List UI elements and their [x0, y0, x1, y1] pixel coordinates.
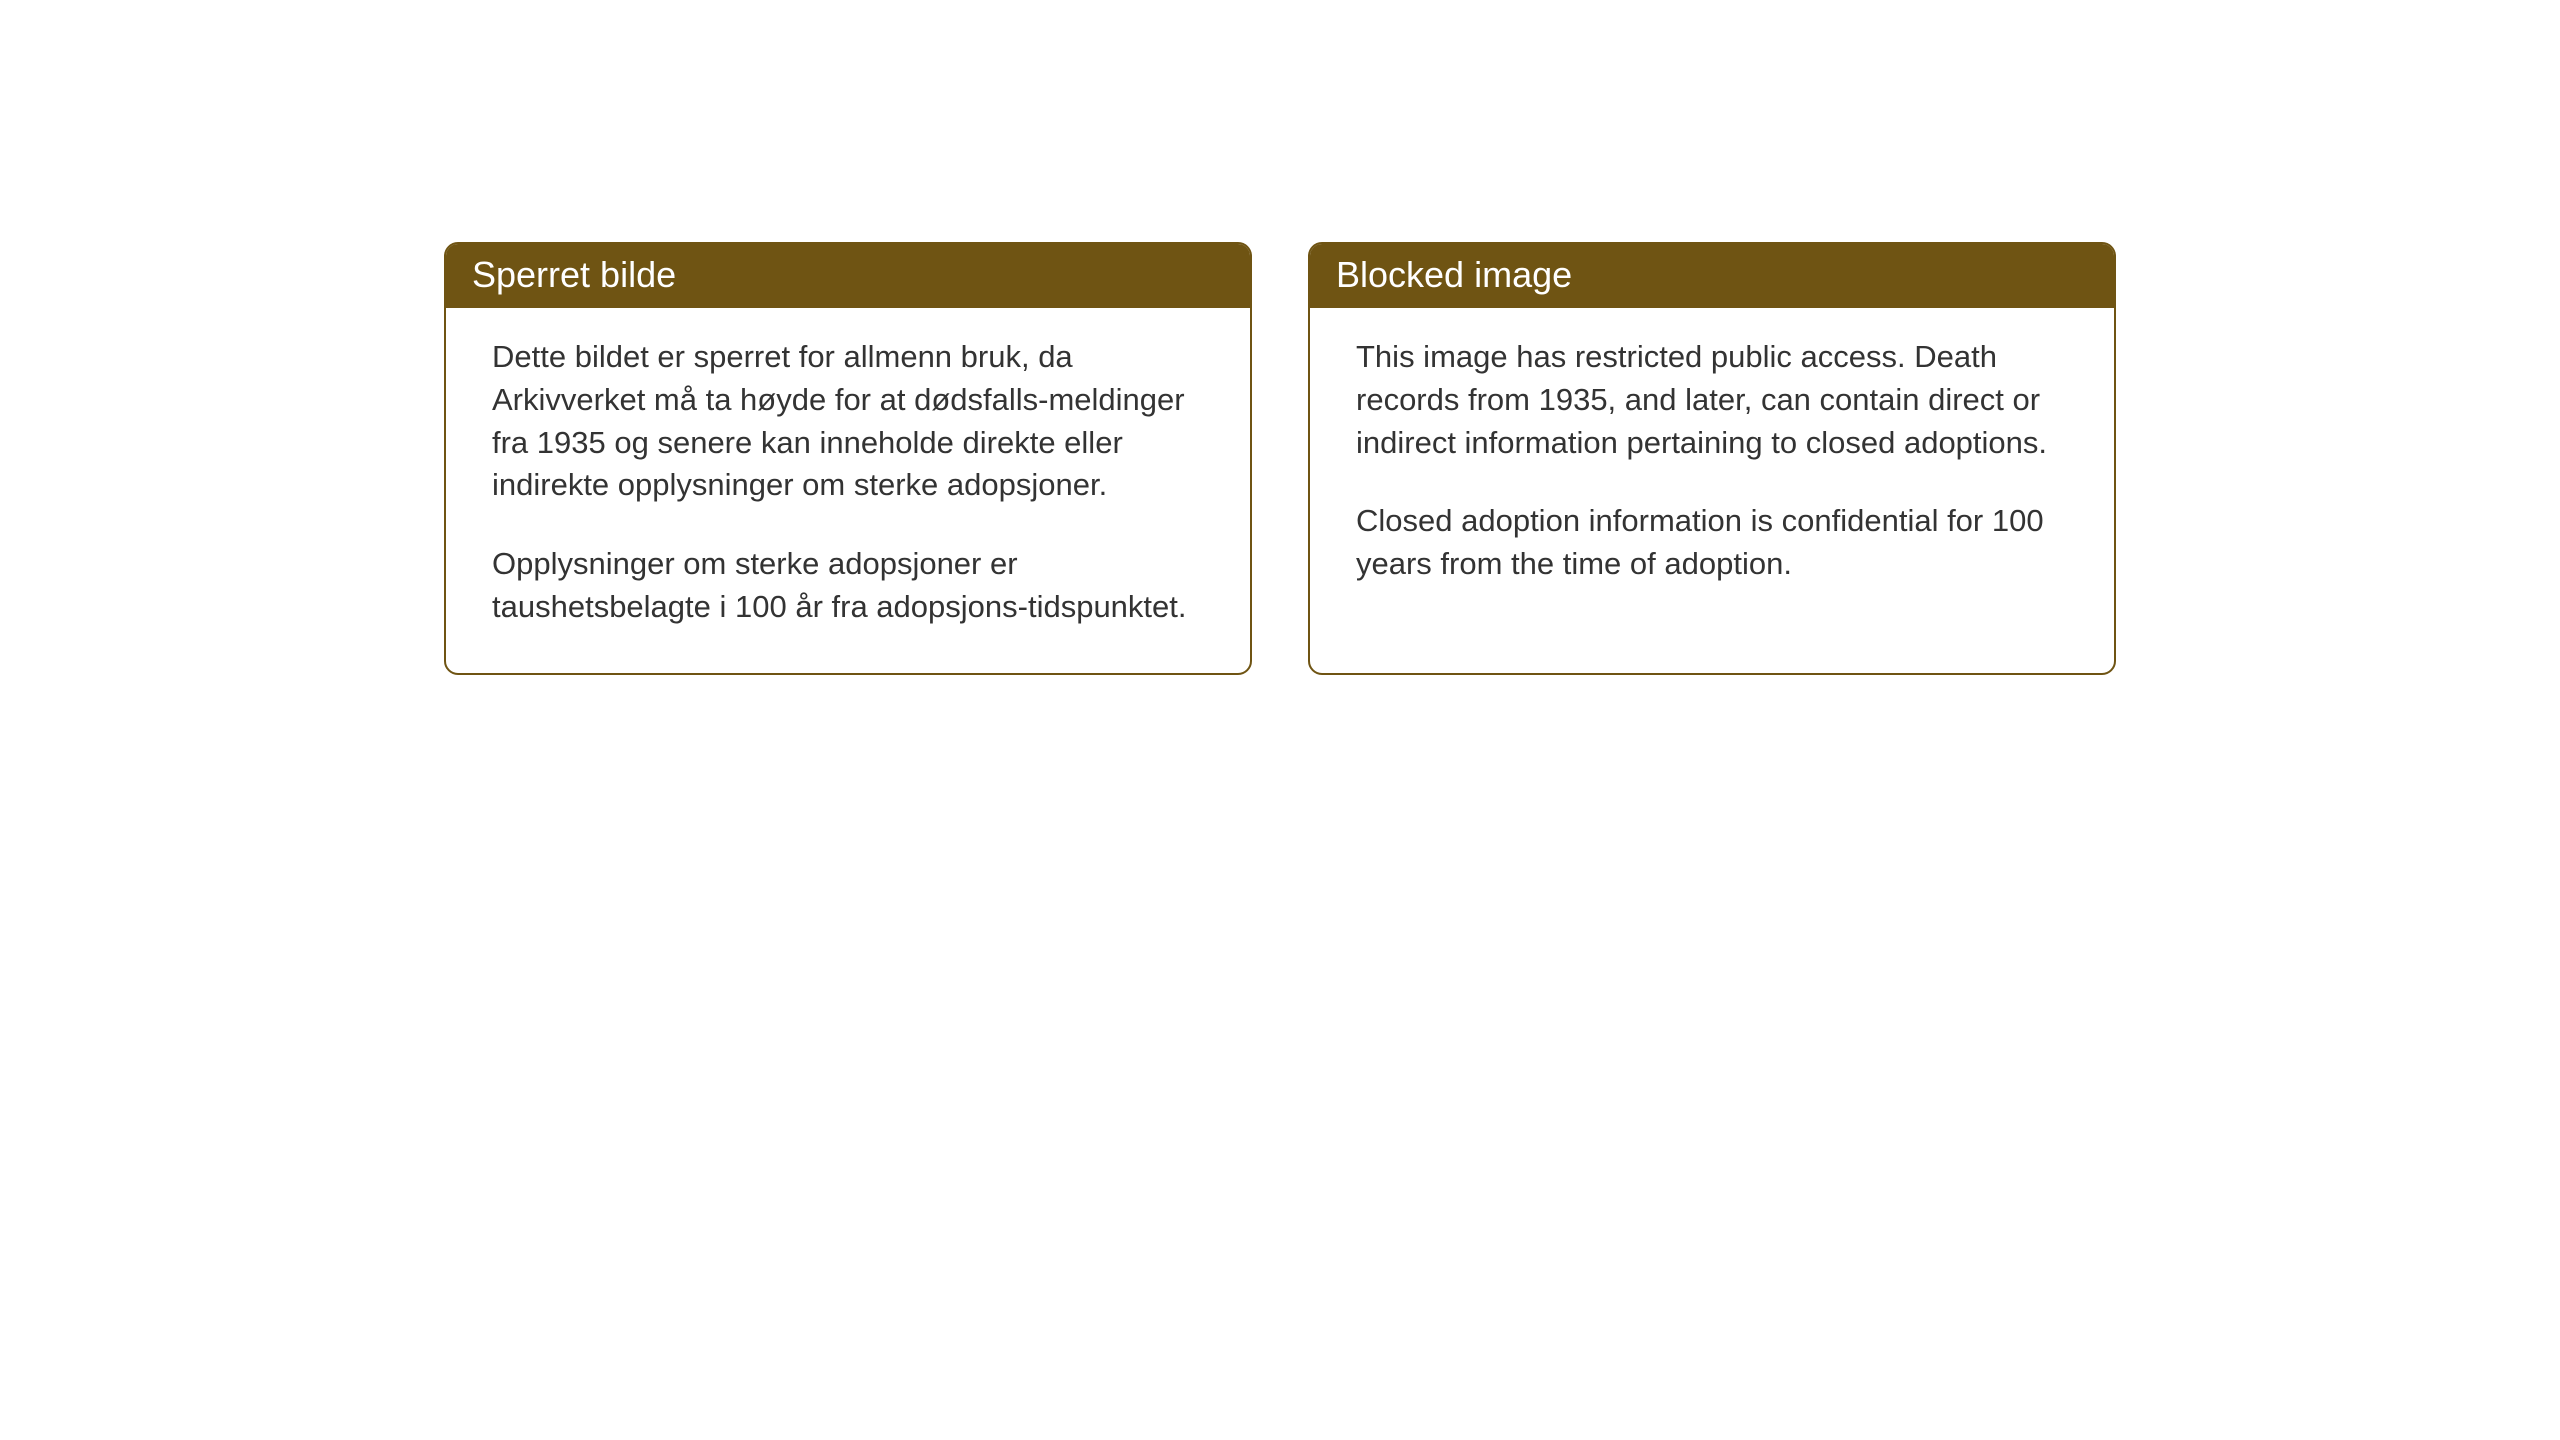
notice-body-norwegian: Dette bildet er sperret for allmenn bruk…	[446, 308, 1250, 673]
notice-container: Sperret bilde Dette bildet er sperret fo…	[444, 242, 2116, 675]
notice-box-english: Blocked image This image has restricted …	[1308, 242, 2116, 675]
notice-header-norwegian: Sperret bilde	[446, 244, 1250, 308]
notice-paragraph-2-english: Closed adoption information is confident…	[1356, 500, 2084, 586]
notice-title-english: Blocked image	[1336, 254, 1572, 295]
notice-paragraph-2-norwegian: Opplysninger om sterke adopsjoner er tau…	[492, 543, 1220, 629]
notice-body-english: This image has restricted public access.…	[1310, 308, 2114, 672]
notice-paragraph-1-norwegian: Dette bildet er sperret for allmenn bruk…	[492, 336, 1220, 507]
notice-header-english: Blocked image	[1310, 244, 2114, 308]
notice-title-norwegian: Sperret bilde	[472, 254, 676, 295]
notice-paragraph-1-english: This image has restricted public access.…	[1356, 336, 2084, 464]
notice-box-norwegian: Sperret bilde Dette bildet er sperret fo…	[444, 242, 1252, 675]
